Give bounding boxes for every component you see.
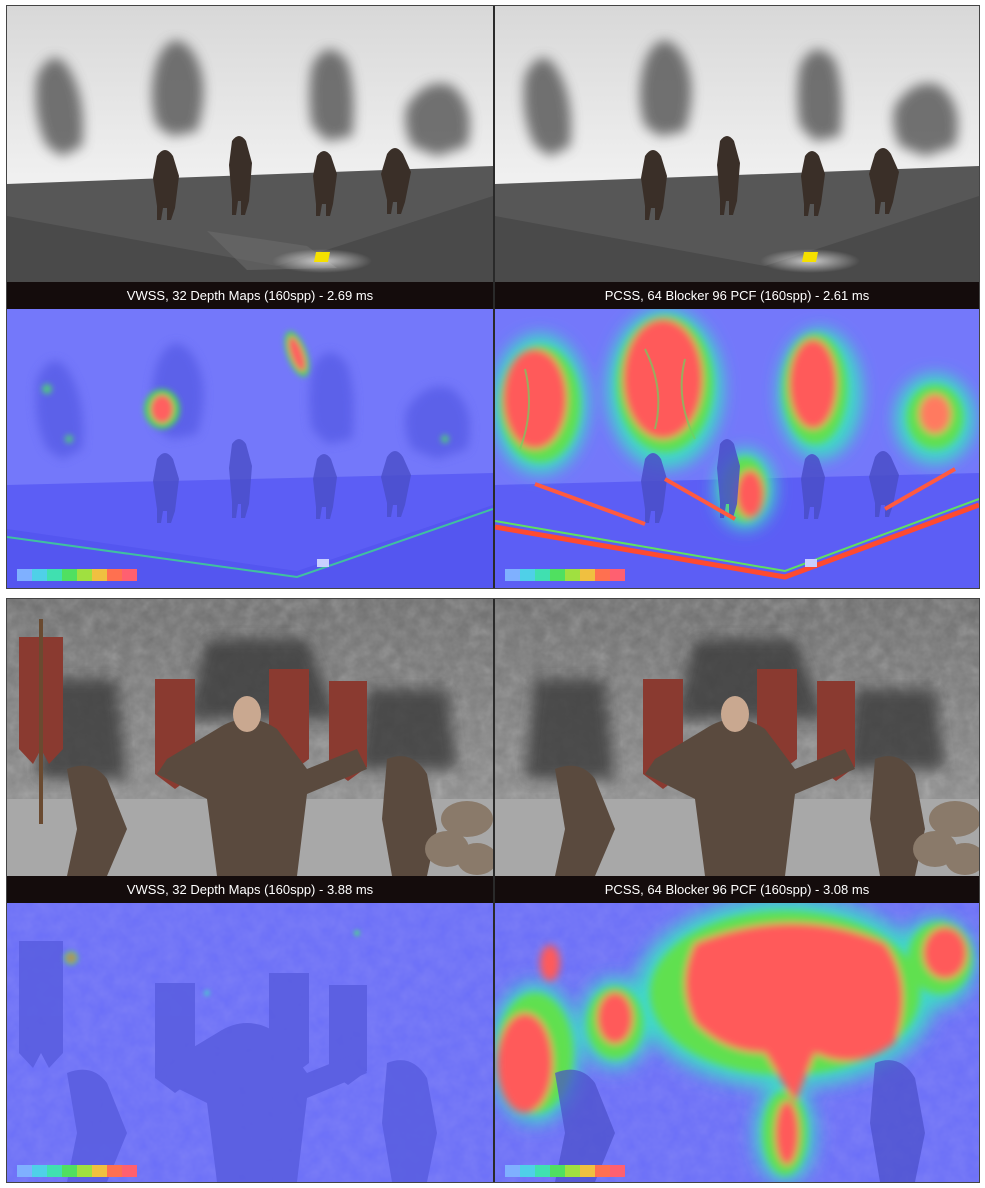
render-pcss-courtyard bbox=[495, 599, 979, 876]
scale-swatch bbox=[580, 1165, 595, 1177]
caption-vwss-courtyard: VWSS, 32 Depth Maps (160spp) - 3.88 ms bbox=[7, 876, 493, 903]
scale-swatch bbox=[17, 569, 32, 581]
panel-divider bbox=[493, 6, 495, 588]
scale-swatch bbox=[107, 569, 122, 581]
caption-vwss-plane: VWSS, 32 Depth Maps (160spp) - 2.69 ms bbox=[7, 282, 493, 309]
scale-swatch bbox=[107, 1165, 122, 1177]
scale-swatch bbox=[520, 569, 535, 581]
scale-swatch bbox=[32, 1165, 47, 1177]
heatmap-color-scale bbox=[505, 1165, 625, 1177]
scale-swatch bbox=[122, 1165, 137, 1177]
heatmap-vwss-plane bbox=[7, 309, 493, 588]
comparison-block-plane: VWSS, 32 Depth Maps (160spp) - 2.69 ms bbox=[6, 5, 980, 589]
scale-swatch bbox=[565, 569, 580, 581]
panel-divider bbox=[493, 599, 495, 1182]
scale-swatch bbox=[17, 1165, 32, 1177]
caption-pcss-plane: PCSS, 64 Blocker 96 PCF (160spp) - 2.61 … bbox=[495, 282, 979, 309]
scale-swatch bbox=[580, 569, 595, 581]
scale-swatch bbox=[520, 1165, 535, 1177]
scale-swatch bbox=[62, 569, 77, 581]
heatmap-color-scale bbox=[17, 569, 137, 581]
scale-swatch bbox=[610, 1165, 625, 1177]
heatmap-vwss-courtyard bbox=[7, 903, 493, 1182]
comparison-block-courtyard: VWSS, 32 Depth Maps (160spp) - 3.88 ms bbox=[6, 598, 980, 1183]
scale-swatch bbox=[595, 1165, 610, 1177]
scale-swatch bbox=[32, 569, 47, 581]
scale-swatch bbox=[62, 1165, 77, 1177]
scale-swatch bbox=[47, 1165, 62, 1177]
scale-swatch bbox=[505, 1165, 520, 1177]
scale-swatch bbox=[535, 1165, 550, 1177]
scale-swatch bbox=[92, 1165, 107, 1177]
scale-swatch bbox=[535, 569, 550, 581]
scale-swatch bbox=[595, 569, 610, 581]
heatmap-color-scale bbox=[17, 1165, 137, 1177]
scale-swatch bbox=[505, 569, 520, 581]
render-pcss-plane bbox=[495, 6, 979, 282]
scale-swatch bbox=[77, 569, 92, 581]
scale-swatch bbox=[565, 1165, 580, 1177]
heatmap-pcss-plane bbox=[495, 309, 979, 588]
heatmap-pcss-courtyard bbox=[495, 903, 979, 1182]
scale-swatch bbox=[610, 569, 625, 581]
scale-swatch bbox=[47, 569, 62, 581]
heatmap-color-scale bbox=[505, 569, 625, 581]
scale-swatch bbox=[550, 1165, 565, 1177]
caption-pcss-courtyard: PCSS, 64 Blocker 96 PCF (160spp) - 3.08 … bbox=[495, 876, 979, 903]
render-vwss-courtyard bbox=[7, 599, 493, 876]
scale-swatch bbox=[77, 1165, 92, 1177]
scale-swatch bbox=[122, 569, 137, 581]
scale-swatch bbox=[92, 569, 107, 581]
scale-swatch bbox=[550, 569, 565, 581]
render-vwss-plane bbox=[7, 6, 493, 282]
